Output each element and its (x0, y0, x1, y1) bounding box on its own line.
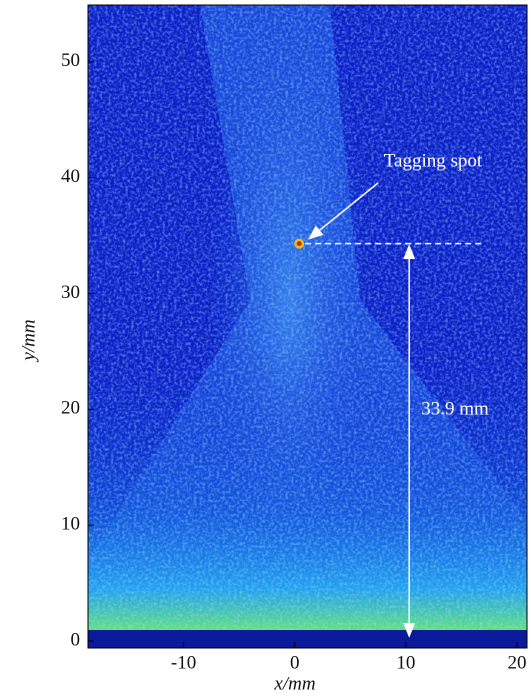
x-axis-label: x/mm (273, 673, 315, 694)
y-tick-label: 20 (61, 398, 80, 419)
x-tick-label: 20 (507, 652, 526, 673)
speckle (88, 5, 527, 648)
image (88, 5, 527, 648)
distance-label: 33.9 mm (421, 398, 489, 419)
x-tick-label: -10 (171, 652, 196, 673)
y-tick-label: 30 (61, 282, 80, 303)
y-tick-label: 0 (71, 629, 81, 650)
y-tick-label: 40 (61, 166, 80, 187)
tagging-spot (296, 241, 302, 247)
floor (88, 630, 527, 648)
x-tick-label: 10 (396, 652, 415, 673)
axes-frame (87, 4, 528, 649)
y-tick-label: 50 (61, 50, 80, 71)
x-tick-label: 0 (290, 652, 300, 673)
spot-label: Tagging spot (384, 150, 483, 171)
y-tick-label: 10 (61, 514, 80, 535)
y-axis-label: y/mm (18, 319, 39, 362)
spot-arrow (307, 182, 379, 240)
